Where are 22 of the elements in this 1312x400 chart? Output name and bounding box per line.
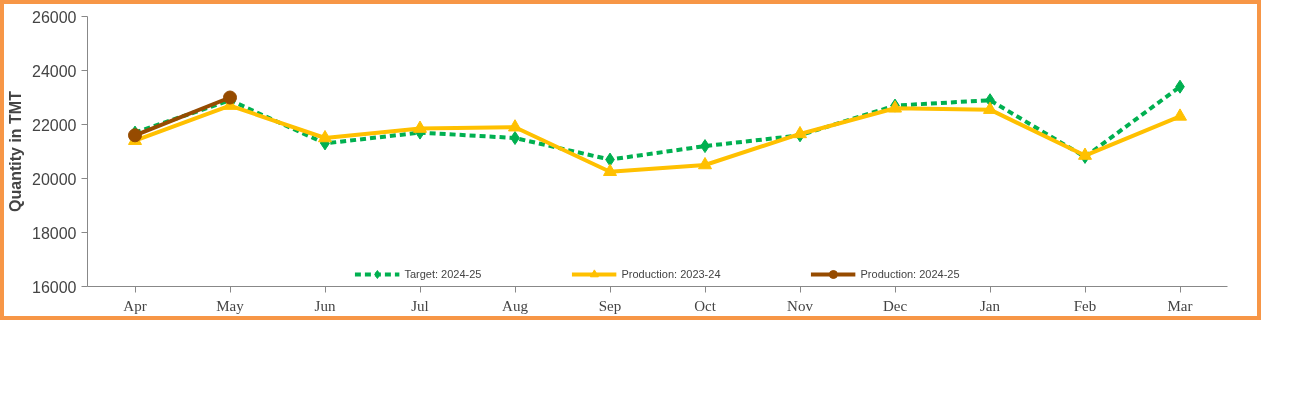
x-tick-label: Sep [598, 297, 622, 314]
x-tick-label: Apr [123, 297, 147, 314]
x-tick-label: Mar [1167, 297, 1193, 314]
x-tick-label: Nov [787, 297, 814, 314]
legend-label: Production: 2024-25 [860, 268, 960, 280]
x-tick-label: Jul [411, 297, 429, 314]
x-tick-label: Oct [694, 297, 717, 314]
x-tick-label: Aug [502, 297, 529, 314]
legend-label: Production: 2023-24 [621, 268, 721, 280]
x-tick-label: May [216, 297, 245, 314]
x-tick-label: Dec [882, 297, 908, 314]
y-tick-label: 20000 [32, 170, 77, 188]
y-axis-title: Quantity in TMT [7, 90, 25, 212]
x-tick-label: Jan [980, 297, 1001, 314]
y-tick-label: 18000 [32, 224, 77, 242]
y-tick-label: 26000 [32, 8, 77, 26]
y-tick-label: 22000 [32, 116, 77, 134]
y-tick-label: 16000 [32, 278, 77, 296]
y-tick-label: 24000 [32, 62, 77, 80]
x-tick-label: Feb [1073, 297, 1097, 314]
legend-label: Target: 2024-25 [404, 268, 482, 280]
x-tick-label: Jun [314, 297, 336, 314]
